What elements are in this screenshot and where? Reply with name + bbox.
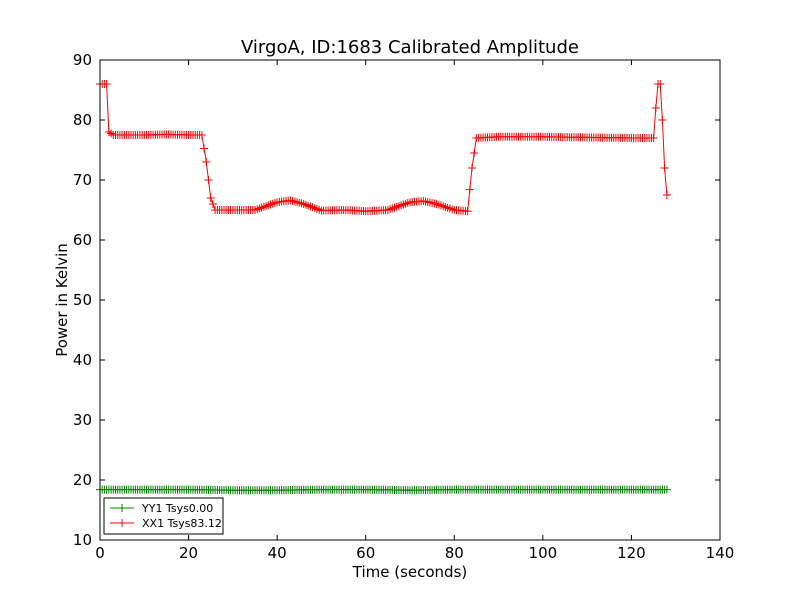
x-tick-label: 80 bbox=[445, 544, 464, 562]
y-tick-label: 10 bbox=[73, 531, 92, 549]
axis-ticks: 0 20 40 60 80 100 120 140 10 20 30 40 50 60 70 80 90 bbox=[73, 51, 734, 562]
x-axis-label: Time (seconds) bbox=[352, 563, 468, 581]
x-tick-label: 0 bbox=[95, 544, 105, 562]
y-tick-label: 60 bbox=[73, 231, 92, 249]
series-xx1 bbox=[96, 80, 671, 216]
legend-marker-yy1 bbox=[118, 504, 126, 512]
legend-box bbox=[103, 497, 224, 535]
x-tick-label: 140 bbox=[706, 544, 735, 562]
y-tick-label: 90 bbox=[73, 51, 92, 69]
legend-label-xx1: XX1 Tsys83.12 bbox=[142, 517, 222, 530]
y-tick-label: 70 bbox=[73, 171, 92, 189]
series-markers bbox=[96, 485, 671, 495]
x-tick-label: 60 bbox=[356, 544, 375, 562]
y-tick-label: 30 bbox=[73, 411, 92, 429]
legend-label-yy1: YY1 Tsys0.00 bbox=[141, 502, 213, 515]
y-tick-label: 20 bbox=[73, 471, 92, 489]
chart-title: VirgoA, ID:1683 Calibrated Amplitude bbox=[241, 37, 579, 58]
y-tick-label: 80 bbox=[73, 111, 92, 129]
x-tick-label: 20 bbox=[179, 544, 198, 562]
y-axis-label: Power in Kelvin bbox=[53, 243, 71, 357]
legend: YY1 Tsys0.00 XX1 Tsys83.12 bbox=[103, 497, 224, 535]
series-yy1 bbox=[96, 485, 671, 495]
y-tick-label: 40 bbox=[73, 351, 92, 369]
y-tick-label: 50 bbox=[73, 291, 92, 309]
x-tick-label: 100 bbox=[529, 544, 558, 562]
x-tick-label: 120 bbox=[617, 544, 646, 562]
series-layer bbox=[96, 80, 671, 495]
legend-marker-xx1 bbox=[118, 519, 126, 527]
x-tick-label: 40 bbox=[268, 544, 287, 562]
